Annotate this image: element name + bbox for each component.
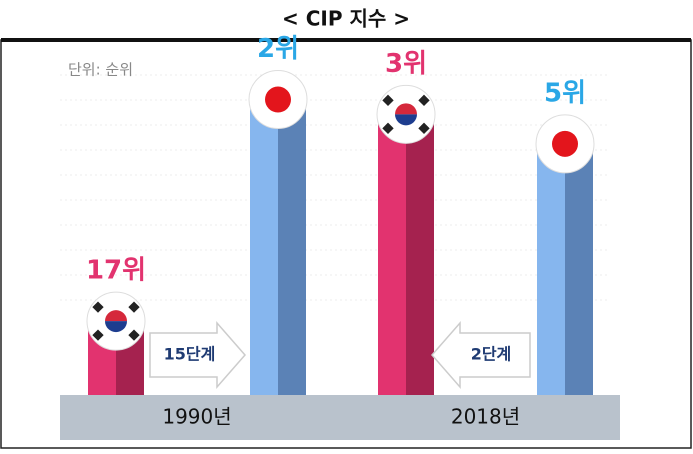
flag — [128, 329, 140, 341]
value-label: 17위 — [86, 256, 146, 286]
value-label: 3위 — [385, 49, 427, 79]
bar-shade — [278, 99, 306, 395]
annotation: 15단계 — [164, 345, 216, 364]
value-label: 5위 — [544, 78, 586, 108]
base-band — [60, 395, 620, 440]
bar-shade — [565, 143, 593, 395]
annotation: 2단계 — [471, 345, 512, 364]
bar-group — [250, 99, 306, 395]
flag — [128, 301, 140, 313]
arrow — [149, 321, 246, 389]
bar-group — [378, 114, 434, 396]
flag — [105, 310, 127, 322]
flag — [265, 86, 291, 113]
flag — [105, 321, 127, 333]
background-grid — [60, 74, 610, 301]
value-label: 2위 — [257, 34, 299, 64]
x-tick-label: 2018년 — [451, 405, 520, 429]
bar-group — [537, 143, 593, 395]
chart-title: < CIP 지수 > — [282, 7, 410, 31]
unit-label: 단위: 순위 — [68, 61, 133, 79]
arrow — [431, 321, 531, 389]
flag — [552, 130, 578, 157]
flag — [395, 114, 417, 126]
x-tick-label: 1990년 — [162, 405, 231, 429]
flag — [395, 103, 417, 115]
bar-shade — [406, 114, 434, 396]
